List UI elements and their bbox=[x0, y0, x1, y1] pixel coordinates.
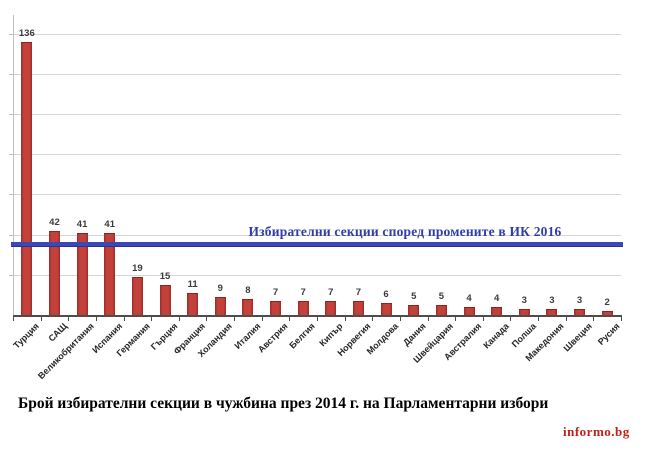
gridline bbox=[13, 154, 621, 156]
category-label: Турция bbox=[11, 321, 41, 351]
bar bbox=[546, 308, 558, 316]
bar-value-label: 5 bbox=[411, 290, 417, 302]
y-axis-tick bbox=[9, 154, 13, 156]
bar-value-label: 42 bbox=[49, 216, 60, 228]
bar bbox=[131, 276, 143, 316]
x-axis-tick bbox=[13, 317, 14, 321]
x-axis-line bbox=[13, 315, 622, 317]
gridline bbox=[13, 114, 621, 115]
bar-value-label: 19 bbox=[132, 262, 143, 274]
threshold-line bbox=[11, 241, 623, 247]
bar bbox=[435, 304, 447, 316]
x-axis-tick bbox=[427, 317, 429, 321]
bar bbox=[491, 306, 503, 316]
bar bbox=[601, 310, 613, 316]
gridline bbox=[13, 234, 621, 236]
bar bbox=[104, 232, 116, 316]
x-axis-tick bbox=[261, 317, 263, 321]
bar bbox=[380, 302, 392, 316]
x-axis-tick bbox=[289, 317, 291, 321]
bar bbox=[408, 304, 420, 316]
bar-value-label: 7 bbox=[272, 286, 279, 298]
x-axis-tick bbox=[621, 317, 622, 321]
gridline bbox=[13, 73, 621, 75]
bar-value-label: 8 bbox=[245, 284, 251, 296]
x-axis-tick bbox=[593, 317, 595, 321]
category-label: Русия bbox=[595, 321, 622, 347]
x-axis-tick bbox=[40, 317, 42, 321]
y-axis-tick bbox=[9, 234, 13, 236]
bar bbox=[297, 300, 309, 316]
x-axis-tick bbox=[68, 317, 70, 321]
chart-title: Брой избирателни секции в чужбина през 2… bbox=[18, 395, 549, 412]
bar bbox=[21, 41, 33, 316]
bar bbox=[76, 232, 88, 316]
bar bbox=[352, 300, 364, 316]
bar-value-label: 4 bbox=[466, 292, 472, 304]
bar-value-label: 5 bbox=[438, 290, 445, 302]
y-axis-tick bbox=[9, 274, 13, 276]
bar-value-label: 11 bbox=[187, 278, 198, 290]
x-axis-tick bbox=[455, 317, 457, 321]
gridline bbox=[13, 274, 621, 276]
bar bbox=[214, 296, 226, 316]
x-axis-tick bbox=[565, 317, 567, 321]
bar bbox=[325, 300, 337, 316]
x-axis-tick bbox=[123, 317, 125, 321]
bar-value-label: 41 bbox=[76, 218, 88, 230]
bar bbox=[574, 308, 586, 316]
y-axis-line bbox=[13, 15, 14, 315]
bar-value-label: 7 bbox=[328, 286, 334, 298]
bar-value-label: 3 bbox=[521, 294, 527, 306]
x-axis-tick bbox=[538, 317, 540, 321]
x-axis-tick bbox=[317, 317, 318, 321]
x-axis-tick bbox=[344, 317, 346, 321]
bar-value-label: 15 bbox=[159, 270, 171, 282]
branding-watermark: informo.bg bbox=[563, 424, 630, 439]
bar-value-label: 3 bbox=[576, 294, 583, 306]
x-axis-tick bbox=[206, 317, 208, 321]
bar-value-label: 2 bbox=[604, 296, 610, 308]
category-label: Швеция bbox=[561, 321, 594, 354]
y-axis-tick bbox=[9, 194, 13, 196]
x-axis-tick bbox=[482, 317, 484, 321]
bar bbox=[242, 298, 254, 316]
y-axis-tick bbox=[9, 33, 13, 35]
bar bbox=[518, 308, 530, 316]
category-label: САЩ bbox=[45, 321, 69, 344]
bar bbox=[159, 284, 171, 316]
bar-value-label: 9 bbox=[217, 282, 223, 294]
bar-value-label: 3 bbox=[549, 294, 555, 306]
y-axis-tick bbox=[9, 114, 13, 115]
x-axis-tick bbox=[151, 317, 153, 321]
y-axis-tick bbox=[9, 73, 13, 75]
x-axis-tick bbox=[372, 317, 374, 321]
gridline bbox=[13, 194, 621, 196]
bar-value-label: 136 bbox=[18, 27, 35, 39]
bar-value-label: 7 bbox=[300, 286, 306, 298]
bar bbox=[270, 300, 282, 316]
category-label: Белгия bbox=[287, 321, 318, 351]
x-axis-tick bbox=[95, 317, 97, 321]
category-label: Канада bbox=[481, 321, 511, 351]
x-axis-tick bbox=[399, 317, 401, 321]
bar bbox=[187, 292, 199, 316]
bar-value-label: 41 bbox=[104, 218, 116, 230]
bar-value-label: 6 bbox=[383, 288, 389, 300]
bar-value-label: 7 bbox=[355, 286, 362, 298]
bar-value-label: 4 bbox=[493, 292, 500, 304]
gridline bbox=[13, 33, 621, 35]
threshold-annotation-label: Избирателни секции според промените в ИК… bbox=[248, 224, 562, 239]
bar bbox=[48, 230, 60, 316]
x-axis-tick bbox=[510, 317, 512, 321]
bar bbox=[463, 306, 475, 316]
x-axis-tick bbox=[178, 317, 180, 321]
x-axis-tick bbox=[234, 317, 236, 321]
